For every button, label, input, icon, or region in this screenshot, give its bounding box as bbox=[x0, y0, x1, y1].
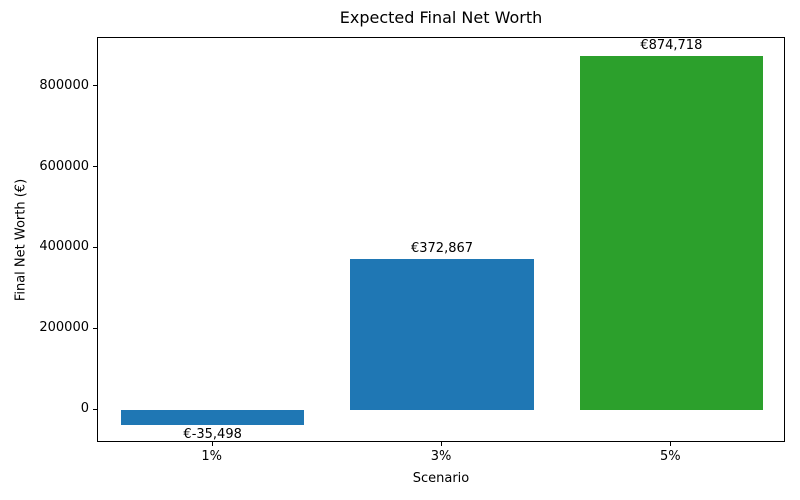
y-tick-mark bbox=[93, 327, 97, 329]
bar-5% bbox=[579, 56, 764, 411]
bar-value-label: €372,867 bbox=[410, 241, 474, 257]
bar-1% bbox=[120, 410, 305, 425]
x-tick-label: 3% bbox=[430, 449, 452, 464]
x-tick-mark bbox=[211, 442, 213, 446]
y-tick-mark bbox=[93, 85, 97, 87]
y-tick-mark bbox=[93, 166, 97, 168]
plot-area: €-35,498 €372,867 €874,718 bbox=[97, 37, 785, 442]
x-tick-mark bbox=[441, 442, 442, 446]
x-tick-label: 1% bbox=[201, 449, 222, 464]
x-tick-label: 5% bbox=[660, 449, 681, 464]
bar-value-label: €-35,498 bbox=[183, 426, 242, 442]
y-tick-mark bbox=[93, 246, 97, 248]
y-tick-label: 800000 bbox=[39, 77, 89, 93]
y-tick-mark bbox=[93, 408, 97, 410]
y-tick-label: 200000 bbox=[39, 320, 89, 336]
bar-3% bbox=[350, 259, 534, 411]
x-axis-label: Scenario bbox=[412, 471, 470, 486]
x-tick-mark bbox=[670, 442, 672, 446]
y-tick-label: 0 bbox=[80, 401, 89, 417]
y-tick-label: 600000 bbox=[39, 158, 89, 174]
bar-value-label: €874,718 bbox=[640, 38, 703, 54]
y-tick-label: 400000 bbox=[39, 239, 89, 255]
chart-title: Expected Final Net Worth bbox=[339, 8, 543, 27]
